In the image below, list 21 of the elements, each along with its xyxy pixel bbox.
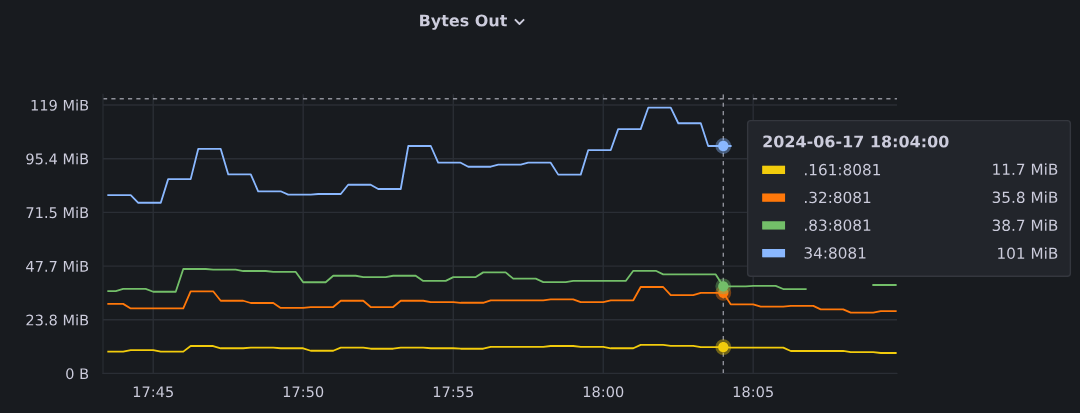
x-tick-label: 18:05 (733, 386, 773, 398)
x-tick-label: 17:45 (133, 386, 173, 398)
legend-label: .161:8081 (805, 163, 881, 176)
y-tick-label: 0 B (66, 368, 89, 380)
text: 11.7 MiB (993, 163, 1058, 175)
y-tick-label: 119 MiB (31, 99, 89, 111)
legend-label: .83:8081 (805, 219, 871, 231)
x-tick-label: 18:00 (583, 386, 624, 398)
x-tick-label: 17:50 (283, 386, 324, 398)
y-tick-label: 47.7 MiB (26, 260, 89, 272)
x-tick-label: 17:55 (433, 386, 474, 398)
legend-title: 2024-06-17 18:04:00 (763, 135, 949, 148)
text: 101 MiB (998, 247, 1058, 260)
y-tick-label: 23.8 MiB (26, 314, 89, 326)
legend-label: 34:8081 (804, 247, 866, 259)
chart-title: Bytes Out (420, 14, 507, 30)
y-tick-label: 95.4 MiB (26, 153, 89, 165)
text: 38.7 MiB (992, 219, 1058, 232)
text: 35.8 MiB (992, 191, 1058, 204)
legend-label: .32:8081 (805, 191, 871, 204)
y-tick-label: 71.5 MiB (26, 206, 89, 219)
